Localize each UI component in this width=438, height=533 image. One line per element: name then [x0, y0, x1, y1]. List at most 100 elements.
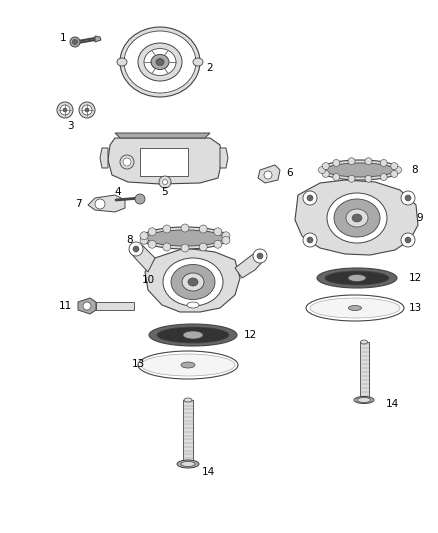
Circle shape	[120, 155, 134, 169]
Ellipse shape	[352, 214, 362, 222]
Circle shape	[140, 236, 148, 244]
Text: 6: 6	[287, 168, 293, 178]
Circle shape	[162, 180, 167, 184]
Circle shape	[395, 166, 402, 174]
Polygon shape	[108, 138, 222, 184]
Bar	[183, 400, 193, 462]
Text: 2: 2	[207, 63, 213, 73]
Circle shape	[391, 163, 398, 169]
Ellipse shape	[354, 397, 374, 403]
Ellipse shape	[334, 199, 380, 237]
Polygon shape	[88, 195, 125, 212]
Circle shape	[199, 225, 207, 233]
Bar	[360, 342, 369, 400]
Circle shape	[123, 158, 131, 166]
Circle shape	[214, 228, 222, 236]
Bar	[96, 302, 134, 310]
Text: 8: 8	[412, 165, 418, 175]
Ellipse shape	[325, 163, 395, 177]
Circle shape	[253, 249, 267, 263]
Circle shape	[73, 39, 78, 44]
Ellipse shape	[349, 305, 361, 311]
Ellipse shape	[181, 362, 195, 368]
Circle shape	[163, 225, 171, 233]
Polygon shape	[130, 245, 155, 272]
Circle shape	[348, 175, 355, 182]
Text: 4: 4	[115, 187, 121, 197]
Circle shape	[333, 174, 340, 181]
Circle shape	[405, 195, 411, 201]
Text: 5: 5	[162, 187, 168, 197]
Ellipse shape	[177, 460, 199, 468]
Circle shape	[181, 224, 189, 232]
Circle shape	[307, 237, 313, 243]
Polygon shape	[220, 148, 228, 168]
Circle shape	[181, 244, 189, 252]
Ellipse shape	[325, 271, 389, 285]
Text: 12: 12	[244, 330, 257, 340]
Text: 10: 10	[141, 275, 155, 285]
Ellipse shape	[183, 331, 203, 339]
Ellipse shape	[193, 58, 203, 66]
Ellipse shape	[157, 327, 229, 343]
Ellipse shape	[184, 398, 192, 402]
Circle shape	[129, 242, 143, 256]
Polygon shape	[235, 252, 264, 278]
Circle shape	[135, 194, 145, 204]
Circle shape	[264, 171, 272, 179]
Circle shape	[159, 176, 171, 188]
Circle shape	[322, 171, 329, 177]
Circle shape	[333, 159, 340, 166]
Polygon shape	[115, 133, 210, 138]
Text: 3: 3	[67, 121, 73, 131]
Circle shape	[85, 108, 89, 112]
Circle shape	[95, 199, 105, 209]
Circle shape	[140, 232, 148, 240]
Ellipse shape	[149, 324, 237, 346]
Text: 11: 11	[58, 301, 72, 311]
Circle shape	[199, 243, 207, 251]
Circle shape	[60, 105, 70, 115]
Text: 8: 8	[127, 235, 133, 245]
Ellipse shape	[360, 340, 367, 344]
Circle shape	[322, 163, 329, 169]
Polygon shape	[95, 36, 101, 42]
Ellipse shape	[188, 278, 198, 286]
Circle shape	[307, 195, 313, 201]
Text: 14: 14	[201, 467, 215, 477]
Text: 14: 14	[385, 399, 399, 409]
Bar	[140, 148, 188, 176]
Circle shape	[222, 232, 230, 240]
Circle shape	[82, 105, 92, 115]
Ellipse shape	[317, 268, 397, 288]
Text: 13: 13	[408, 303, 422, 313]
Ellipse shape	[124, 31, 196, 93]
Circle shape	[57, 102, 73, 118]
Polygon shape	[295, 180, 418, 255]
Circle shape	[303, 233, 317, 247]
Circle shape	[303, 191, 317, 205]
Ellipse shape	[310, 298, 400, 318]
Circle shape	[70, 37, 80, 47]
Ellipse shape	[141, 354, 235, 376]
Ellipse shape	[144, 49, 176, 76]
Ellipse shape	[120, 27, 200, 97]
Circle shape	[222, 236, 230, 244]
Text: 12: 12	[408, 273, 422, 283]
Circle shape	[401, 233, 415, 247]
Circle shape	[148, 228, 156, 236]
Circle shape	[133, 246, 139, 252]
Ellipse shape	[151, 54, 169, 69]
Circle shape	[365, 158, 372, 165]
Circle shape	[63, 108, 67, 112]
Ellipse shape	[346, 209, 368, 227]
Text: 1: 1	[60, 33, 66, 43]
Text: 13: 13	[131, 359, 145, 369]
Ellipse shape	[171, 264, 215, 300]
Ellipse shape	[163, 258, 223, 306]
Circle shape	[318, 166, 325, 174]
Circle shape	[348, 158, 355, 165]
Ellipse shape	[320, 160, 400, 180]
Circle shape	[401, 191, 415, 205]
Ellipse shape	[181, 462, 195, 466]
